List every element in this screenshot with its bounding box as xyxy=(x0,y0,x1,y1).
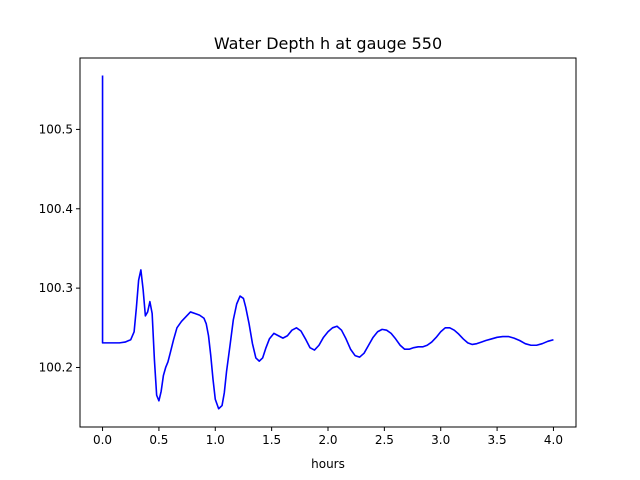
x-tick-label: 3.0 xyxy=(431,433,450,447)
x-axis: 0.0 0.5 1.0 1.5 2.0 2.5 3.0 3.5 4.0 xyxy=(93,427,563,447)
y-tick-label: 100.2 xyxy=(39,360,73,374)
y-tick-label: 100.4 xyxy=(39,202,73,216)
x-tick-label: 3.5 xyxy=(488,433,507,447)
x-tick-label: 1.5 xyxy=(262,433,281,447)
plot-area xyxy=(101,75,554,410)
x-tick-label: 4.0 xyxy=(544,433,563,447)
x-axis-label: hours xyxy=(311,457,345,471)
x-tick-label: 0.5 xyxy=(149,433,168,447)
x-tick-label: 1.0 xyxy=(206,433,225,447)
chart-title: Water Depth h at gauge 550 xyxy=(214,34,442,53)
x-tick-label: 0.0 xyxy=(93,433,112,447)
x-tick-label: 2.0 xyxy=(318,433,337,447)
x-tick-label: 2.5 xyxy=(375,433,394,447)
y-axis: 100.2 100.3 100.4 100.5 xyxy=(39,122,80,374)
y-tick-label: 100.5 xyxy=(39,122,73,136)
y-tick-label: 100.3 xyxy=(39,281,73,295)
series-line xyxy=(101,75,554,410)
